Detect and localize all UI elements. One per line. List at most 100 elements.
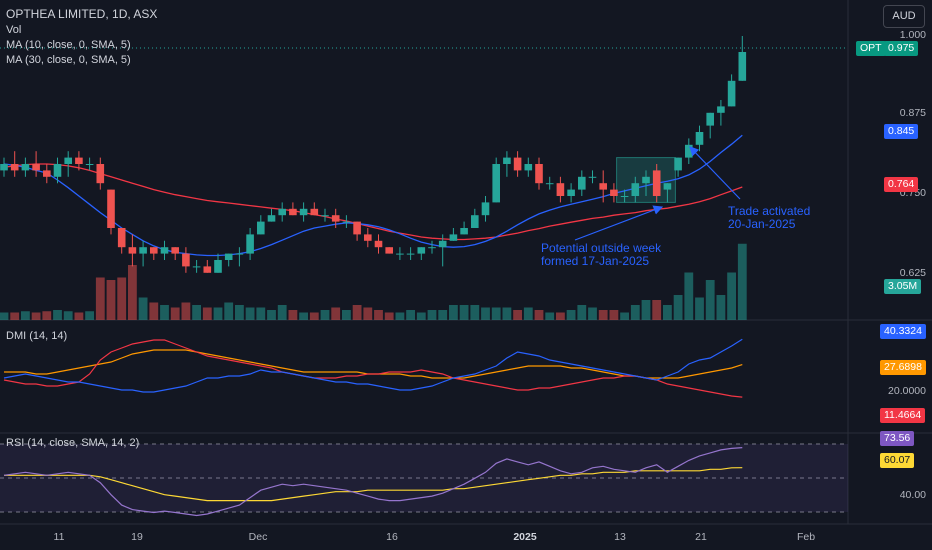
candle-body — [289, 208, 297, 216]
volume-bar — [384, 312, 394, 320]
candle-body — [53, 164, 62, 177]
volume-bar — [95, 277, 105, 320]
minus-di-tag: 11.4664 — [880, 408, 926, 423]
volume-bar — [363, 307, 373, 320]
volume-bar — [63, 311, 73, 320]
candle-body — [385, 247, 393, 254]
candle-body — [331, 215, 340, 222]
candle-body — [10, 164, 19, 171]
rsi-legend[interactable]: RSI (14, close, SMA, 14, 2) — [6, 437, 140, 449]
volume-bar — [10, 312, 20, 320]
price-tick-0875: 0.875 — [899, 107, 926, 119]
volume-bar — [588, 307, 597, 320]
volume-bar — [609, 310, 619, 320]
volume-bar — [566, 310, 576, 320]
volume-bar — [502, 307, 512, 320]
candle-body — [364, 234, 372, 241]
volume-bar — [181, 302, 191, 320]
candle-body — [353, 221, 361, 235]
candle-body — [32, 164, 40, 171]
candle-body — [481, 202, 490, 216]
volume-bar — [288, 310, 298, 320]
volume-bar — [117, 277, 127, 320]
ma30-line — [3, 163, 743, 241]
volume-bar — [727, 272, 736, 320]
volume-bar — [695, 297, 704, 320]
volume-bar — [481, 307, 490, 320]
ma30-value-tag: 0.764 — [884, 177, 919, 192]
annotation-arrows — [574, 146, 741, 241]
candle-body — [310, 208, 319, 216]
x-label-2025: 2025 — [513, 531, 537, 543]
candle-body — [64, 157, 72, 164]
rsi-pane — [3, 447, 743, 517]
candle-body — [182, 253, 190, 267]
candle-body — [599, 183, 607, 190]
candle-body — [738, 52, 747, 81]
volume-value-tag: 3.05M — [884, 279, 922, 294]
volume-bar — [245, 307, 255, 320]
volume-bar — [128, 265, 137, 320]
ma30-legend[interactable]: MA (30, close, 0, SMA, 5) — [6, 54, 131, 66]
adx-tag: 27.6898 — [880, 360, 926, 375]
volume-bar — [42, 311, 52, 320]
dmi-tick: 20.0000 — [888, 385, 926, 397]
dmi-legend[interactable]: DMI (14, 14) — [6, 330, 68, 342]
candle-body — [396, 253, 404, 255]
candle-body — [374, 240, 383, 248]
volume-bar — [577, 305, 587, 320]
candle-body — [21, 164, 30, 171]
volume-bar — [395, 312, 405, 320]
volume-bar — [652, 300, 662, 320]
candle-body — [695, 132, 704, 145]
volume-bar — [106, 280, 116, 320]
symbol-title[interactable]: OPTHEA LIMITED, 1D, ASX — [6, 7, 158, 21]
volume-bar — [374, 310, 383, 320]
volume-bar — [406, 310, 415, 320]
x-label-feb: Feb — [796, 531, 816, 543]
candle-body — [492, 164, 500, 203]
candle-body — [43, 170, 51, 177]
volume-bar — [31, 312, 41, 320]
candle-body — [214, 260, 222, 273]
volume-bar — [85, 311, 94, 320]
outside-arrow — [574, 205, 664, 241]
candle-body — [0, 164, 8, 171]
trade-annotation-line2: 20-Jan-2025 — [728, 217, 796, 231]
volume-bar — [320, 310, 330, 320]
candle-body — [727, 80, 736, 107]
volume-bar — [331, 307, 341, 320]
grid — [0, 0, 932, 525]
ma10-legend[interactable]: MA (10, close, 0, SMA, 5) — [6, 39, 131, 51]
candle-body — [503, 157, 511, 164]
candle-body — [556, 183, 565, 196]
volume-bar — [277, 305, 287, 320]
candle-body — [535, 164, 543, 184]
candle-body — [652, 170, 661, 196]
candle-body — [631, 183, 640, 196]
volume-bar — [491, 307, 501, 320]
candle-body — [107, 189, 115, 228]
volume-legend[interactable]: Vol — [6, 24, 22, 36]
volume-bar — [160, 305, 169, 320]
dmi-pane — [3, 338, 743, 398]
volume-bar — [673, 295, 683, 320]
volume-bar — [438, 310, 448, 320]
ma10-line — [3, 134, 743, 257]
minus-di-line — [3, 339, 743, 398]
volume-bar — [523, 307, 533, 320]
volume-bar — [545, 312, 555, 320]
candle-body — [642, 176, 650, 184]
currency-button[interactable]: AUD — [883, 5, 925, 28]
volume-bar — [470, 305, 480, 320]
candle-body — [567, 189, 575, 196]
volume-bar — [427, 310, 437, 320]
volume-bar — [170, 307, 180, 320]
candle-body — [674, 157, 682, 171]
x-label-16: 16 — [386, 531, 398, 543]
candle-body — [449, 234, 458, 241]
candle-body — [417, 247, 426, 254]
trade-annotation-line1: Trade activated — [728, 204, 811, 218]
volume-bar — [309, 312, 319, 320]
